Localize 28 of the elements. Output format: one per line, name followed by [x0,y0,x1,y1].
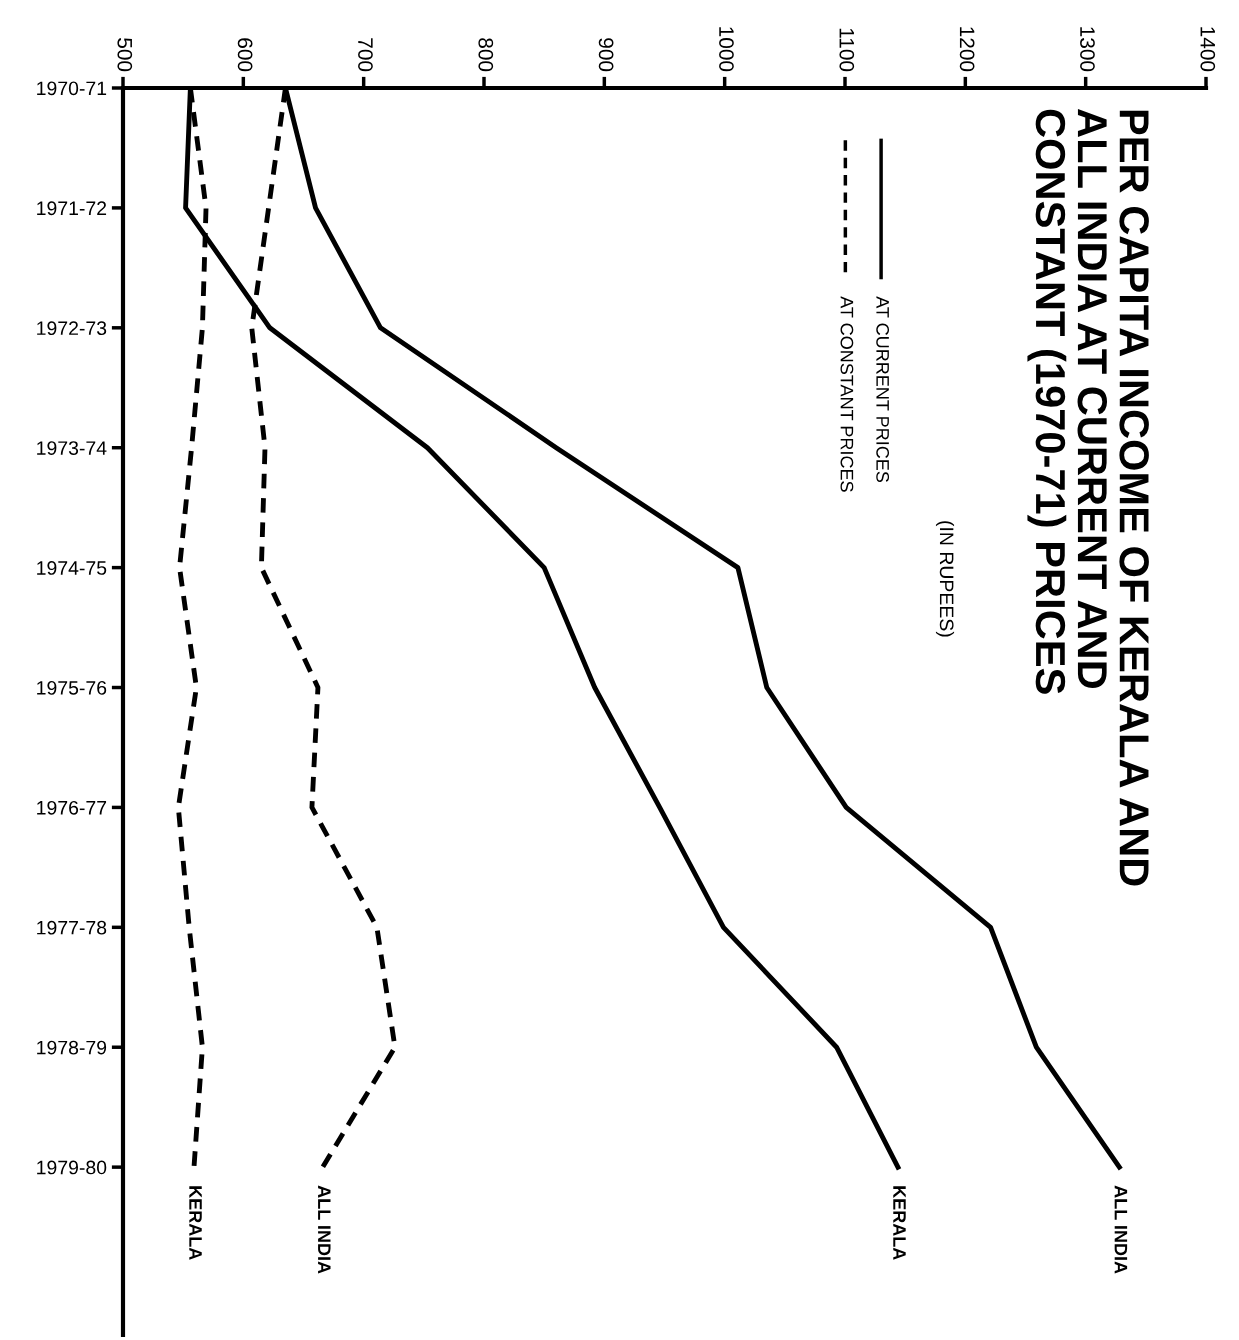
x-tick-label: 1100 [839,28,855,72]
text: KERALA [189,1186,202,1260]
y-tick-label: 1975-76 [37,680,107,695]
y-tick-label: 1979-80 [37,1160,107,1175]
x-tick-label: 900 [598,38,614,72]
x-tick-label: 1000 [719,27,734,72]
y-tick-label: 1976-77 [37,800,107,815]
y-tick-label: 1970-71 [37,81,107,96]
y-tick-label: 1973-74 [37,441,107,455]
annotation: AT CONSTANT PRICES [840,296,854,492]
y-tick-label: 1974-75 [37,561,107,575]
text: PER CAPITA INCOME OF KERALA AND ALL INDIA AT CURRENT AND CONSTANT (1970-71) PRICES [1027,109,1149,886]
x-tick-label: 800 [478,38,494,72]
x-tick-label: 600 [237,38,253,72]
y-tick-label: 1971-72 [37,201,107,216]
annotation: AT CURRENT PRICES [876,296,890,483]
y-tick-label: 1978-79 [37,1040,107,1055]
y-tick-label: 1972-73 [37,321,107,336]
text: KERALA [893,1186,906,1260]
x-tick-label: 1300 [1080,27,1095,72]
y-tick-label: 1977-78 [37,920,107,935]
text: ALL INDIA [1114,1185,1128,1274]
x-tick-label: 1400 [1200,27,1216,72]
text: ALL INDIA [318,1185,331,1274]
text: (IN RUPEES) [935,521,955,637]
x-tick-label: 700 [358,38,373,72]
x-tick-label: 500 [117,38,133,72]
x-tick-label: 1200 [959,27,975,72]
